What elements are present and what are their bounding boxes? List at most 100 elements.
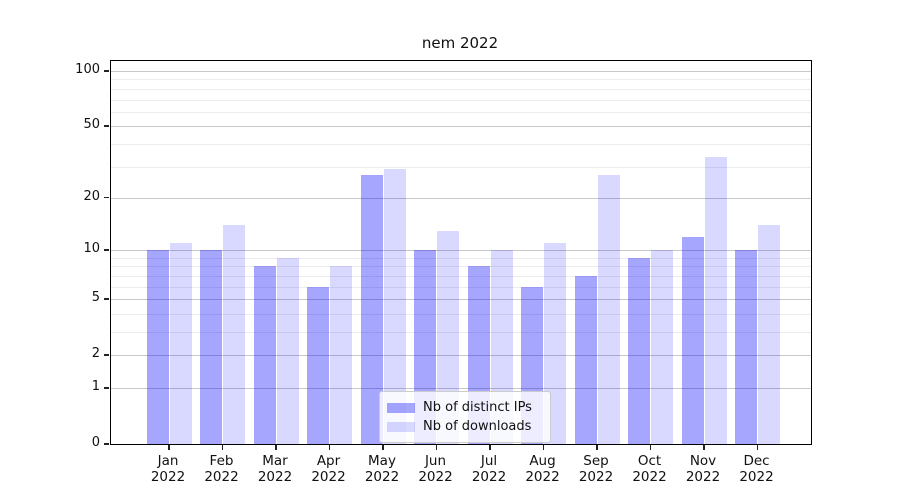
x-tick-label-month: Sep	[583, 453, 609, 469]
y-tick-label: 1	[91, 379, 100, 394]
legend-row-distinct-ips: Nb of distinct IPs	[387, 398, 542, 417]
x-tick-label: Feb 2022	[177, 453, 267, 485]
y-tick-mark	[104, 354, 109, 356]
bar	[200, 250, 222, 444]
x-tick-label-month: Jul	[480, 453, 498, 469]
bar	[330, 266, 352, 444]
x-tick-mark	[489, 445, 491, 450]
x-tick-mark	[221, 445, 223, 450]
x-tick-label: May 2022	[337, 453, 427, 485]
minor-gridline	[111, 79, 811, 81]
bar	[223, 225, 245, 444]
bar	[169, 243, 192, 444]
plot-area: Nb of distinct IPs Nb of downloads	[110, 60, 812, 445]
x-tick-label-year: 2022	[418, 469, 453, 485]
y-tick-label: 10	[83, 241, 100, 257]
y-tick-mark	[104, 249, 109, 251]
x-tick-label: Oct 2022	[605, 453, 695, 485]
x-tick-label: Aug 2022	[498, 453, 588, 485]
x-tick-label-month: Nov	[689, 453, 717, 469]
bar	[628, 257, 650, 444]
x-tick-label-month: Oct	[637, 453, 662, 469]
legend-row-downloads: Nb of downloads	[387, 417, 542, 436]
major-gridline	[111, 388, 811, 389]
legend: Nb of distinct IPs Nb of downloads	[379, 391, 551, 443]
bar	[735, 250, 757, 444]
bar	[758, 225, 780, 444]
major-gridline	[111, 197, 811, 199]
x-tick-mark	[435, 445, 437, 450]
x-tick-label-month: Feb	[209, 453, 234, 469]
x-tick-label-year: 2022	[364, 469, 400, 485]
x-tick-label-month: May	[368, 453, 396, 469]
x-tick-label-year: 2022	[632, 469, 667, 485]
y-tick-mark	[104, 387, 109, 389]
legend-swatch-downloads	[387, 421, 415, 432]
x-tick-label: Sep 2022	[551, 453, 641, 485]
x-tick-label: Mar 2022	[230, 453, 320, 485]
y-tick-mark	[104, 443, 109, 445]
minor-gridline	[111, 275, 811, 277]
legend-swatch-distinct-ips	[387, 402, 415, 413]
x-tick-label-month: Jun	[424, 453, 447, 469]
bar	[307, 286, 329, 444]
x-tick-mark	[168, 445, 170, 450]
bar	[276, 257, 299, 444]
bar	[574, 275, 597, 444]
x-tick-label: Jul 2022	[444, 453, 534, 485]
y-tick-mark	[104, 196, 109, 199]
x-tick-label: Nov 2022	[658, 453, 748, 485]
y-tick-label: 5	[91, 290, 100, 306]
minor-gridline	[111, 166, 811, 168]
x-tick-label-year: 2022	[257, 469, 293, 485]
major-gridline	[111, 250, 811, 252]
x-tick-label-year: 2022	[578, 469, 614, 485]
x-tick-label-year: 2022	[150, 469, 186, 485]
x-tick-label-month: Aug	[529, 453, 556, 469]
bar	[704, 156, 727, 444]
minor-gridline	[111, 99, 811, 101]
minor-gridline	[111, 88, 811, 90]
bar	[651, 250, 673, 444]
x-tick-mark	[649, 445, 651, 450]
minor-gridline	[111, 111, 811, 113]
x-tick-label-month: Jan	[157, 453, 179, 469]
x-tick-label: Jan 2022	[123, 453, 213, 485]
y-tick-mark	[104, 70, 109, 72]
x-tick-mark	[382, 445, 384, 450]
chart-title: nem 2022	[421, 34, 499, 52]
minor-gridline	[111, 266, 811, 268]
y-tick-mark	[104, 125, 109, 127]
legend-label-distinct-ips: Nb of distinct IPs	[423, 400, 532, 415]
bar	[437, 230, 459, 444]
bar	[681, 236, 704, 444]
bar	[597, 174, 620, 444]
minor-gridline	[111, 257, 811, 259]
bar	[360, 174, 383, 444]
bar	[146, 250, 169, 444]
x-tick-mark	[328, 445, 330, 450]
x-tick-label-month: Dec	[743, 453, 770, 469]
y-tick-label: 100	[75, 62, 100, 77]
major-gridline	[111, 355, 811, 357]
x-tick-mark	[596, 445, 598, 450]
minor-gridline	[111, 286, 811, 288]
x-tick-mark	[703, 445, 705, 450]
x-tick-label-month: Mar	[262, 453, 288, 469]
major-gridline	[111, 299, 811, 301]
minor-gridline	[111, 332, 811, 333]
x-tick-label: Dec 2022	[712, 453, 802, 485]
x-tick-label-year: 2022	[525, 469, 560, 485]
legend-label-downloads: Nb of downloads	[423, 419, 532, 434]
y-tick-label: 0	[91, 435, 100, 450]
x-tick-mark	[756, 445, 758, 450]
minor-gridline	[111, 143, 811, 145]
bar	[383, 169, 406, 444]
x-tick-label: Apr 2022	[284, 453, 374, 485]
y-tick-mark	[104, 298, 109, 300]
minor-gridline	[111, 313, 811, 315]
x-tick-label-month: Apr	[316, 453, 341, 469]
y-tick-label: 50	[83, 117, 100, 133]
y-tick-label: 20	[83, 188, 100, 204]
